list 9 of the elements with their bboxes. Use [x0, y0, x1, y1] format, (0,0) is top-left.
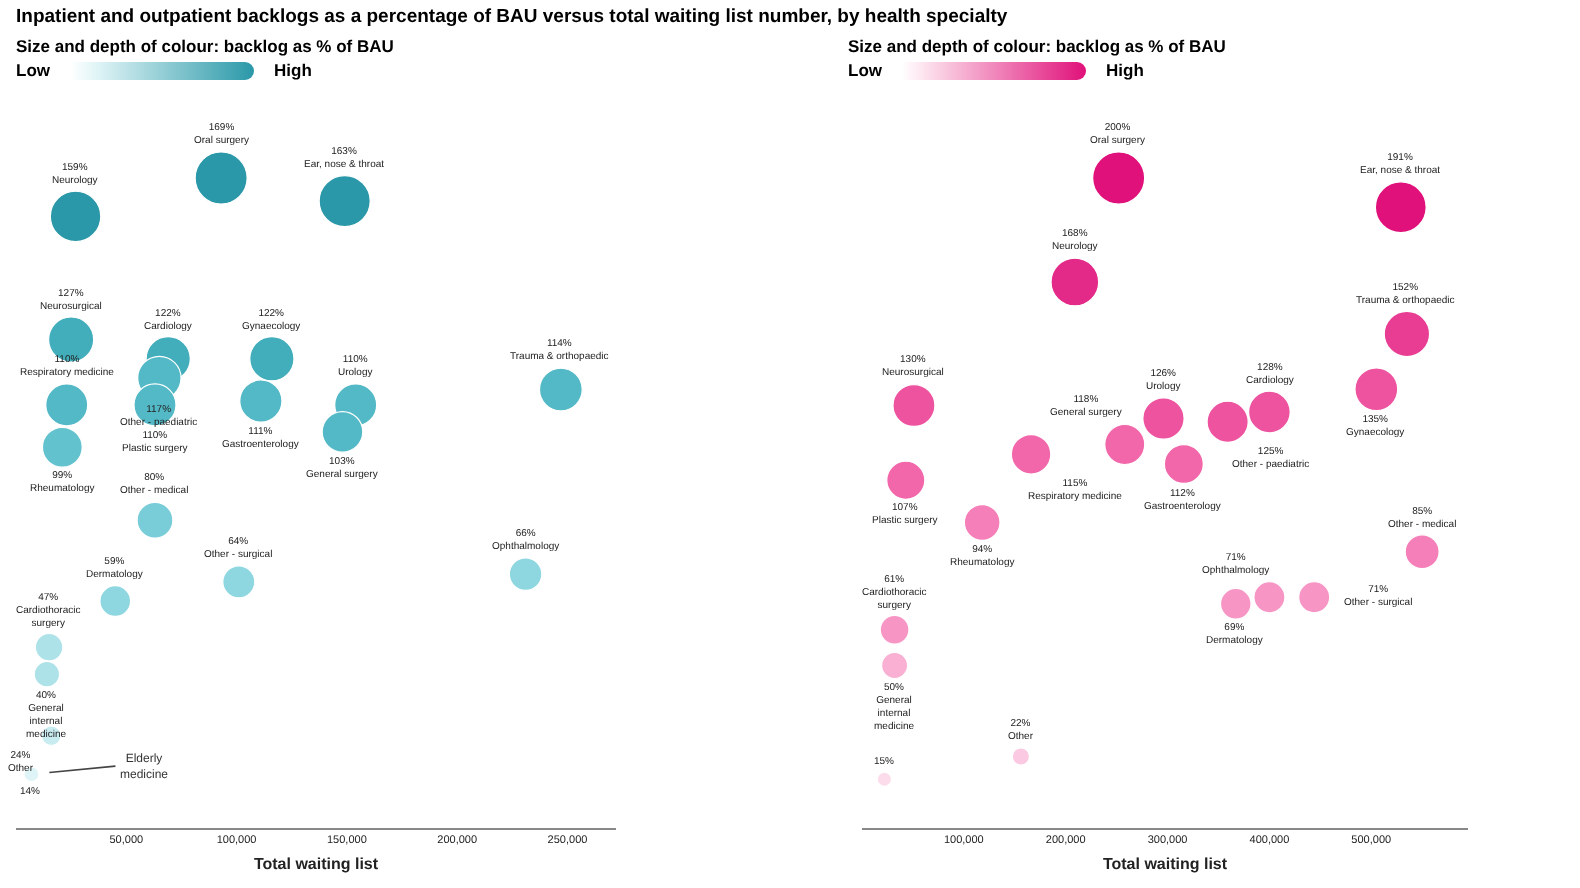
- x-axis-title: Total waiting list: [253, 855, 379, 874]
- legend-title: Size and depth of colour: backlog as % of BAU: [16, 36, 394, 56]
- chart-title: Inpatient and outpatient backlogs as a percentage of BAU versus total waiting list number, by health specialty: [16, 6, 1008, 28]
- text: High: [1106, 60, 1144, 80]
- x-axis-title: Total waiting list: [1102, 855, 1228, 874]
- text: Low: [16, 60, 50, 80]
- legend-title: Size and depth of colour: backlog as % of BAU: [848, 36, 1226, 56]
- text: Low: [848, 60, 882, 80]
- text: High: [274, 60, 312, 80]
